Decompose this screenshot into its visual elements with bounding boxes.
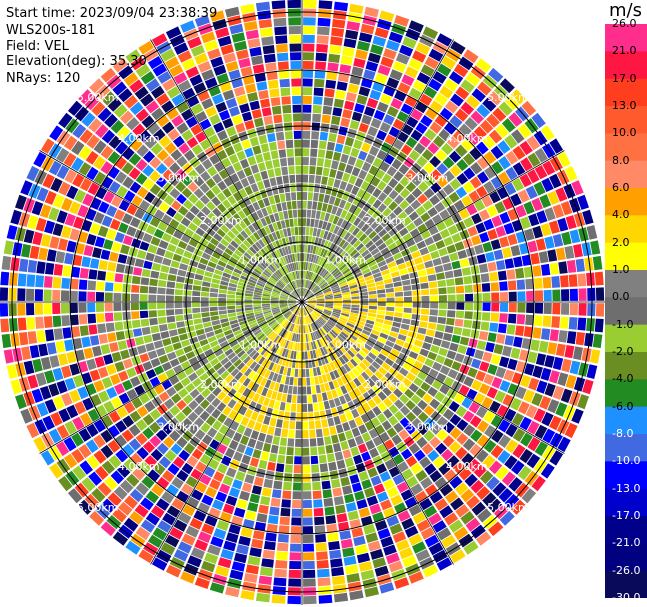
range-ring-label: 1.00km [240,338,282,351]
range-ring-label: 4.00km [446,132,488,145]
colorbar-tick-label: -1.0 [612,317,634,331]
colorbar-swatch [605,78,647,107]
colorbar-tick-label: 26.0 [612,17,637,30]
azimuth-spoke [301,301,565,454]
colorbar-tick-label: 2.0 [612,235,630,249]
colorbar-tick-label: -4.0 [612,372,634,386]
range-ring-label: 3.00km [407,172,449,185]
azimuth-spoke [39,301,303,454]
azimuth-spoke [301,39,454,303]
colorbar-swatch [605,461,647,490]
range-ring-label: 5.00km [77,501,119,514]
colorbar-swatch [605,297,647,326]
station-label: WLS200s-181 [6,23,96,38]
colorbar-tick-label: 1.0 [612,263,630,276]
range-ring-label: 1.00km [324,338,366,351]
range-ring-label: 2.00km [200,214,242,227]
colorbar-tick-label: -6.0 [612,399,634,413]
radar-ppi-display: 1.00km 1.00km 1.00km 1.00km 2.00km 2.00km 2.00… [0,0,605,605]
colorbar-swatch [605,543,647,572]
elevation-label: Elevation(deg): 35.30 [6,54,147,69]
colorbar-swatch [605,133,647,162]
velocity-colorbar [605,24,647,598]
range-ring-label: 1.00km [240,254,282,267]
range-ring-label: 5.00km [487,501,529,514]
range-ring-label: 3.00km [407,421,449,434]
start-time-label: Start time: 2023/09/04 23:38:39 [6,6,218,21]
range-ring-label: 1.00km [324,254,366,267]
field-label: Field: VEL [6,39,69,54]
colorbar-swatch [605,352,647,380]
colorbar-tick-label: -8.0 [612,427,634,440]
colorbar-swatch [605,160,647,189]
colorbar-swatch [605,379,647,408]
colorbar-swatch [605,324,647,353]
colorbar-swatch [605,570,647,598]
colorbar-swatch [605,270,647,298]
colorbar-tick-label: 17.0 [612,71,637,85]
colorbar-unit: m/s [609,0,642,21]
colorbar-tick-label: -13.0 [612,481,641,495]
azimuth-spoke [150,39,303,303]
range-ring-label: 3.00km [158,172,200,185]
azimuth-spoke [301,150,565,303]
colorbar-tick-label: 10.0 [612,126,637,140]
colorbar-tick-label: 13.0 [612,99,637,112]
colorbar-swatch [605,188,647,216]
colorbar-swatch [605,106,647,134]
colorbar-tick-label: -26.0 [612,563,641,577]
range-ring-label: 4.00km [118,460,160,473]
colorbar-tick-label: 0.0 [612,290,630,304]
colorbar-tick-label: -10.0 [612,454,641,468]
azimuth-spoke [150,301,303,565]
colorbar-tick-label: -2.0 [612,345,634,358]
nrays-label: NRays: 120 [6,71,81,86]
colorbar-swatch [605,242,647,271]
range-ring-label: 2.00km [200,378,242,391]
colorbar-swatch [605,406,647,435]
range-ring-label: 4.00km [446,460,488,473]
colorbar-tick-label: 21.0 [612,44,637,58]
colorbar-tick-label: -17.0 [612,509,641,522]
colorbar-swatch [605,215,647,244]
colorbar-tick-label: 8.0 [612,153,630,167]
colorbar-tick-label: 6.0 [612,181,630,194]
range-ring-label: 5.00km [77,91,119,104]
colorbar-swatch [605,434,647,462]
range-ring-label: 2.00km [364,214,406,227]
radar-gates [0,0,605,605]
colorbar-swatch [605,516,647,544]
azimuth-spoke [301,301,454,565]
colorbar-swatch [605,51,647,80]
colorbar-tick-label: 4.0 [612,208,630,222]
azimuth-spoke [39,150,303,303]
colorbar-tick-label: -30.0 [612,591,641,604]
range-ring-label: 5.00km [487,91,529,104]
colorbar-swatch [605,24,647,52]
colorbar-tick-label: -21.0 [612,536,641,550]
range-ring-label: 2.00km [364,378,406,391]
range-ring-label: 4.00km [118,132,160,145]
colorbar-swatch [605,488,647,517]
range-ring-label: 3.00km [158,421,200,434]
